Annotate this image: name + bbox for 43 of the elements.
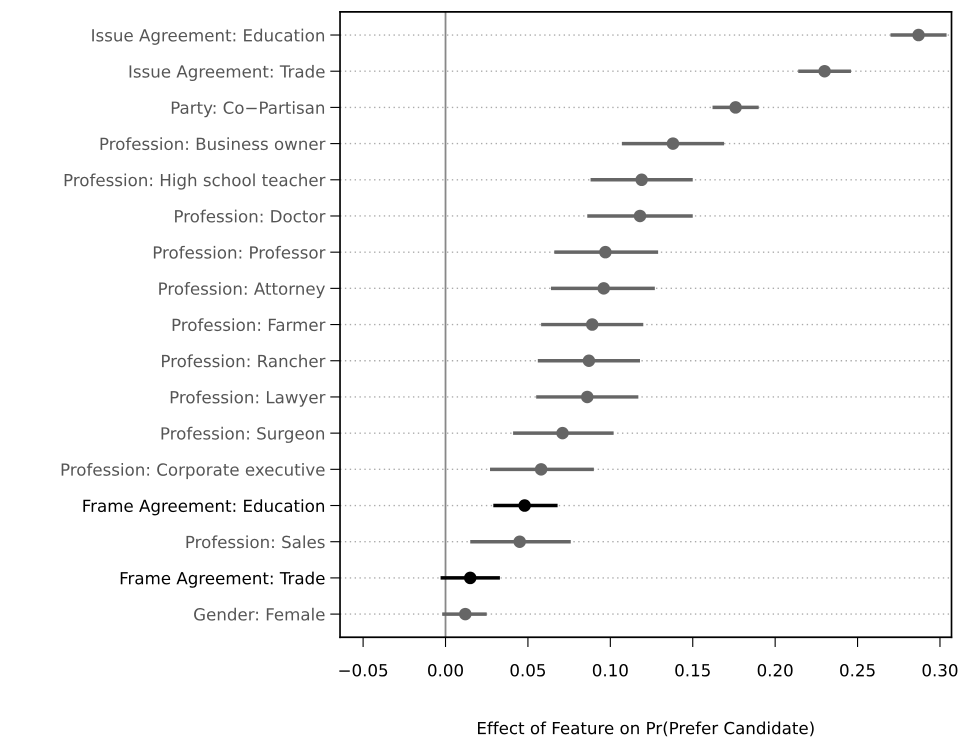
point bbox=[818, 64, 831, 78]
point bbox=[597, 282, 610, 295]
point bbox=[666, 137, 680, 150]
x-tick-label: 0.25 bbox=[840, 664, 875, 677]
point bbox=[729, 101, 742, 114]
y-tick-label: Profession: Sales bbox=[186, 535, 325, 548]
point bbox=[518, 499, 531, 512]
y-tick-label: Frame Agreement: Education bbox=[83, 499, 324, 516]
y-tick-label: Profession: Business owner bbox=[100, 137, 326, 150]
x-tick-label: −0.05 bbox=[339, 664, 388, 677]
x-axis-title: Effect of Feature on Pr(Prefer Candidate) bbox=[478, 721, 814, 736]
x-tick-label: 0.05 bbox=[510, 664, 546, 677]
point bbox=[599, 246, 612, 258]
y-tick-label: Profession: Corporate executive bbox=[62, 462, 325, 480]
y-tick-label: Gender: Female bbox=[194, 608, 325, 621]
point bbox=[635, 174, 648, 186]
x-tick-label: 0.20 bbox=[758, 664, 793, 677]
y-tick-label: Party: Co−Partisan bbox=[172, 101, 324, 118]
point bbox=[582, 354, 596, 367]
point bbox=[586, 318, 598, 331]
y-tick-label: Profession: Surgeon bbox=[162, 426, 324, 443]
x-tick-label: 0.15 bbox=[675, 664, 710, 677]
point bbox=[581, 390, 594, 404]
y-tick-label: Profession: Doctor bbox=[175, 210, 326, 223]
y-tick-label: Profession: Rancher bbox=[162, 354, 326, 368]
point bbox=[464, 572, 476, 584]
point bbox=[459, 608, 472, 620]
y-tick-label: Issue Agreement: Trade bbox=[130, 64, 325, 82]
point bbox=[634, 210, 646, 222]
y-tick-label: Issue Agreement: Education bbox=[92, 28, 324, 45]
x-tick-label: 0.30 bbox=[922, 664, 958, 677]
y-tick-label: Profession: High school teacher bbox=[64, 173, 326, 190]
point bbox=[556, 426, 569, 440]
point bbox=[534, 463, 548, 476]
y-tick-label: Profession: Professor bbox=[154, 246, 326, 259]
x-tick-label: 0.00 bbox=[428, 664, 463, 677]
y-tick-label: Frame Agreement: Trade bbox=[120, 572, 325, 588]
y-tick-label: Profession: Lawyer bbox=[170, 390, 326, 407]
point bbox=[513, 535, 526, 548]
y-tick-label: Profession: Attorney bbox=[159, 282, 325, 298]
y-tick-label: Profession: Farmer bbox=[172, 318, 326, 332]
point bbox=[912, 28, 925, 42]
x-tick-label: 0.10 bbox=[592, 664, 628, 677]
